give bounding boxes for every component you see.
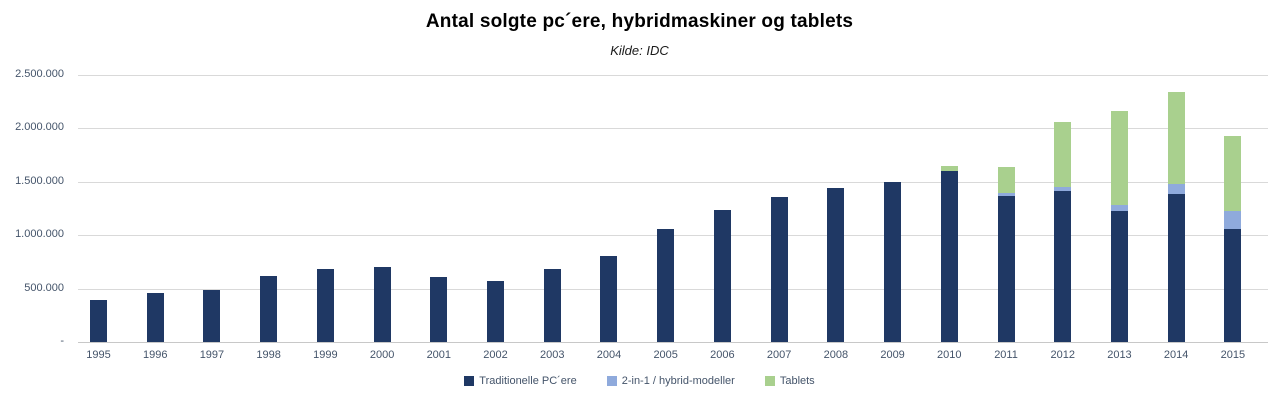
- y-tick-label: 2.000.000: [15, 121, 64, 134]
- bar-segment: [487, 280, 505, 342]
- bar-2007: [770, 197, 788, 342]
- y-tick-label: 500.000: [24, 281, 64, 294]
- bar-segment: [1110, 204, 1128, 212]
- legend-label: Traditionelle PC´ere: [479, 375, 577, 387]
- bar-segment: [600, 255, 618, 342]
- legend-swatch-icon: [764, 376, 775, 386]
- legend-swatch-icon: [464, 376, 475, 386]
- chart-subtitle: Kilde: IDC: [610, 43, 669, 58]
- bar-2010: [940, 166, 958, 342]
- bar-segment: [884, 182, 902, 342]
- bar-segment: [1224, 228, 1242, 342]
- bar-2005: [657, 229, 675, 342]
- bar-segment: [316, 269, 334, 342]
- bar-segment: [1054, 186, 1072, 192]
- bar-segment: [997, 167, 1015, 194]
- x-tick-label: 2013: [1107, 349, 1132, 361]
- bar-1998: [260, 276, 278, 342]
- bar-segment: [1110, 111, 1128, 205]
- gridline: [78, 75, 1268, 76]
- bar-2004: [600, 255, 618, 342]
- bar-segment: [203, 289, 221, 342]
- legend-label: 2-in-1 / hybrid-modeller: [621, 375, 735, 387]
- y-tick-label: 1.500.000: [15, 174, 64, 187]
- bar-segment: [827, 188, 845, 342]
- x-tick-label: 2005: [653, 349, 678, 361]
- bar-segment: [1054, 122, 1072, 187]
- x-tick-label: 2007: [766, 349, 792, 361]
- bar-1996: [146, 292, 164, 342]
- legend: Traditionelle PC´ere 2-in-1 / hybrid-mode…: [0, 375, 1279, 387]
- x-tick-label: 1996: [142, 349, 168, 361]
- bar-segment: [940, 171, 958, 342]
- y-tick-label: -: [60, 335, 64, 347]
- bar-2009: [884, 182, 902, 342]
- legend-item: Tablets: [764, 375, 815, 387]
- bar-segment: [146, 292, 164, 342]
- gridline: [78, 181, 1268, 183]
- bar-segment: [1110, 211, 1128, 342]
- bar-segment: [940, 166, 958, 172]
- bar-2011: [997, 167, 1015, 342]
- chart-title: Antal solgte pc´ere, hybridmaskiner og t…: [425, 11, 854, 32]
- bar-segment: [1054, 191, 1072, 342]
- x-tick-label: 2012: [1050, 349, 1075, 361]
- bar-segment: [1224, 211, 1242, 229]
- x-tick-label: 2002: [483, 349, 508, 361]
- bar-segment: [543, 268, 561, 342]
- bar-segment: [90, 300, 107, 342]
- bar-2001: [430, 276, 448, 342]
- bar-segment: [373, 267, 391, 342]
- x-tick-label: 1999: [313, 349, 338, 361]
- bar-segment: [1167, 183, 1185, 194]
- bar-2012: [1054, 122, 1072, 342]
- x-tick-label: 2011: [994, 349, 1018, 361]
- y-tick-label: 1.000.000: [15, 228, 64, 241]
- x-tick-label: 2014: [1163, 349, 1189, 361]
- bar-2003: [543, 268, 561, 342]
- bar-1999: [316, 269, 334, 342]
- x-tick-label: 1995: [86, 349, 111, 361]
- legend-item: Traditionelle PC´ere: [464, 375, 577, 387]
- bar-segment: [657, 229, 675, 342]
- x-tick-label: 2009: [880, 349, 905, 361]
- bar-2008: [827, 188, 845, 342]
- bar-segment: [713, 209, 731, 342]
- bar-2015: [1224, 135, 1242, 342]
- bar-2000: [373, 267, 391, 342]
- bar-segment: [1167, 193, 1185, 342]
- bar-segment: [997, 195, 1015, 342]
- bar-segment: [430, 276, 448, 342]
- x-tick-label: 2010: [937, 349, 962, 361]
- bar-segment: [770, 197, 788, 342]
- bar-segment: [1167, 91, 1185, 184]
- x-tick-label: 2001: [426, 349, 452, 361]
- x-tick-label: 2000: [369, 349, 395, 361]
- y-tick-label: 2.500.000: [15, 68, 64, 80]
- x-tick-label: 2008: [823, 349, 849, 361]
- plot-area: [78, 75, 1268, 343]
- x-tick-label: 1998: [256, 349, 281, 361]
- x-tick-label: 2004: [596, 349, 622, 361]
- x-tick-label: 2015: [1220, 349, 1246, 361]
- bar-2013: [1110, 111, 1128, 342]
- x-tick-label: 2003: [540, 349, 565, 361]
- bar-segment: [1224, 135, 1242, 212]
- bar-2002: [487, 280, 505, 342]
- gridline: [78, 128, 1268, 130]
- x-tick-label: 1997: [199, 349, 225, 361]
- bar-2006: [713, 209, 731, 342]
- bar-1995: [90, 300, 107, 342]
- bar-1997: [203, 289, 221, 342]
- legend-item: 2-in-1 / hybrid-modeller: [606, 375, 735, 387]
- bar-segment: [997, 193, 1015, 196]
- legend-label: Tablets: [779, 375, 815, 387]
- legend-swatch-icon: [606, 376, 617, 386]
- x-tick-label: 2006: [710, 349, 735, 361]
- bar-segment: [260, 276, 278, 342]
- bar-2014: [1167, 91, 1185, 342]
